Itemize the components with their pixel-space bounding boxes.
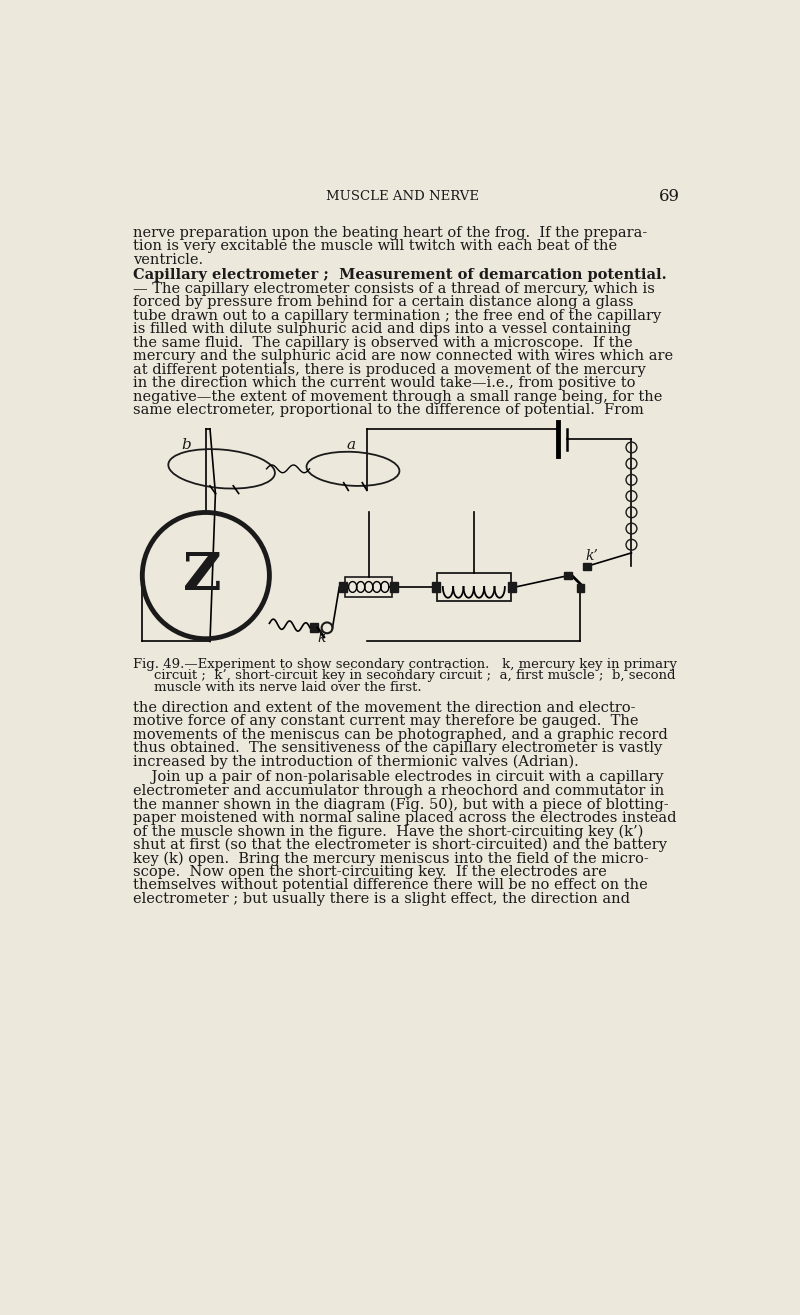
Text: the same fluid.  The capillary is observed with a microscope.  If the: the same fluid. The capillary is observe… [133,335,632,350]
Text: mercury and the sulphuric acid are now connected with wires which are: mercury and the sulphuric acid are now c… [133,350,673,363]
Text: k’: k’ [585,550,598,563]
Text: paper moistened with normal saline placed across the electrodes instead: paper moistened with normal saline place… [133,811,676,825]
Text: is filled with dilute sulphuric acid and dips into a vessel containing: is filled with dilute sulphuric acid and… [133,322,630,337]
Text: Capillary electrometer ;  Measurement of demarcation potential.: Capillary electrometer ; Measurement of … [133,267,666,281]
Text: b: b [182,438,191,452]
Text: a: a [346,438,356,452]
Text: movements of the meniscus can be photographed, and a graphic record: movements of the meniscus can be photogr… [133,727,667,742]
Text: nerve preparation upon the beating heart of the frog.  If the prepara-: nerve preparation upon the beating heart… [133,226,646,239]
Text: negative—the extent of movement through a small range being, for the: negative—the extent of movement through … [133,389,662,404]
Text: Z: Z [183,550,222,601]
Text: the manner shown in the diagram (Fig. 50), but with a piece of blotting-: the manner shown in the diagram (Fig. 50… [133,797,668,811]
Text: in the direction which the current would take—i.e., from positive to: in the direction which the current would… [133,376,635,391]
Text: k: k [318,631,326,644]
Text: 69: 69 [659,188,680,205]
Text: — The capillary electrometer consists of a thread of mercury, which is: — The capillary electrometer consists of… [133,281,654,296]
Text: of the muscle shown in the figure.  Have the short-circuiting key (k’): of the muscle shown in the figure. Have … [133,825,643,839]
Text: tube drawn out to a capillary termination ; the free end of the capillary: tube drawn out to a capillary terminatio… [133,309,661,322]
Text: themselves without potential difference there will be no effect on the: themselves without potential difference … [133,878,647,892]
Text: ventricle.: ventricle. [133,252,202,267]
Text: Join up a pair of non-polarisable electrodes in circuit with a capillary: Join up a pair of non-polarisable electr… [133,771,663,784]
Text: forced by pressure from behind for a certain distance along a glass: forced by pressure from behind for a cer… [133,296,633,309]
Text: circuit ;  k’, short-circuit key in secondary circuit ;  a, first muscle ;  b, s: circuit ; k’, short-circuit key in secon… [154,669,676,682]
Text: tion is very excitable the muscle will twitch with each beat of the: tion is very excitable the muscle will t… [133,239,617,252]
Text: shut at first (so that the electrometer is short-circuited) and the battery: shut at first (so that the electrometer … [133,838,666,852]
Text: muscle with its nerve laid over the first.: muscle with its nerve laid over the firs… [154,681,422,693]
Text: motive force of any constant current may therefore be gauged.  The: motive force of any constant current may… [133,714,638,729]
Text: at different potentials, there is produced a movement of the mercury: at different potentials, there is produc… [133,363,646,376]
Text: electrometer ; but usually there is a slight effect, the direction and: electrometer ; but usually there is a sl… [133,892,630,906]
Text: scope.  Now open the short-circuiting key.  If the electrodes are: scope. Now open the short-circuiting key… [133,865,606,878]
Text: increased by the introduction of thermionic valves (Adrian).: increased by the introduction of thermio… [133,755,578,769]
Polygon shape [310,623,318,633]
Text: MUSCLE AND NERVE: MUSCLE AND NERVE [326,189,478,203]
Polygon shape [564,572,572,580]
Text: electrometer and accumulator through a rheochord and commutator in: electrometer and accumulator through a r… [133,784,664,798]
Text: thus obtained.  The sensitiveness of the capillary electrometer is vastly: thus obtained. The sensitiveness of the … [133,742,662,755]
Polygon shape [508,581,516,592]
Text: Fig. 49.—Experiment to show secondary contraction.   k, mercury key in primary: Fig. 49.—Experiment to show secondary co… [133,658,677,671]
Polygon shape [582,563,590,571]
Polygon shape [390,583,398,592]
Text: the direction and extent of the movement the direction and electro-: the direction and extent of the movement… [133,701,635,714]
Polygon shape [577,584,584,592]
Polygon shape [339,583,347,592]
Polygon shape [432,581,440,592]
Text: key (k) open.  Bring the mercury meniscus into the field of the micro-: key (k) open. Bring the mercury meniscus… [133,851,648,865]
Text: same electrometer, proportional to the difference of potential.  From: same electrometer, proportional to the d… [133,402,643,417]
